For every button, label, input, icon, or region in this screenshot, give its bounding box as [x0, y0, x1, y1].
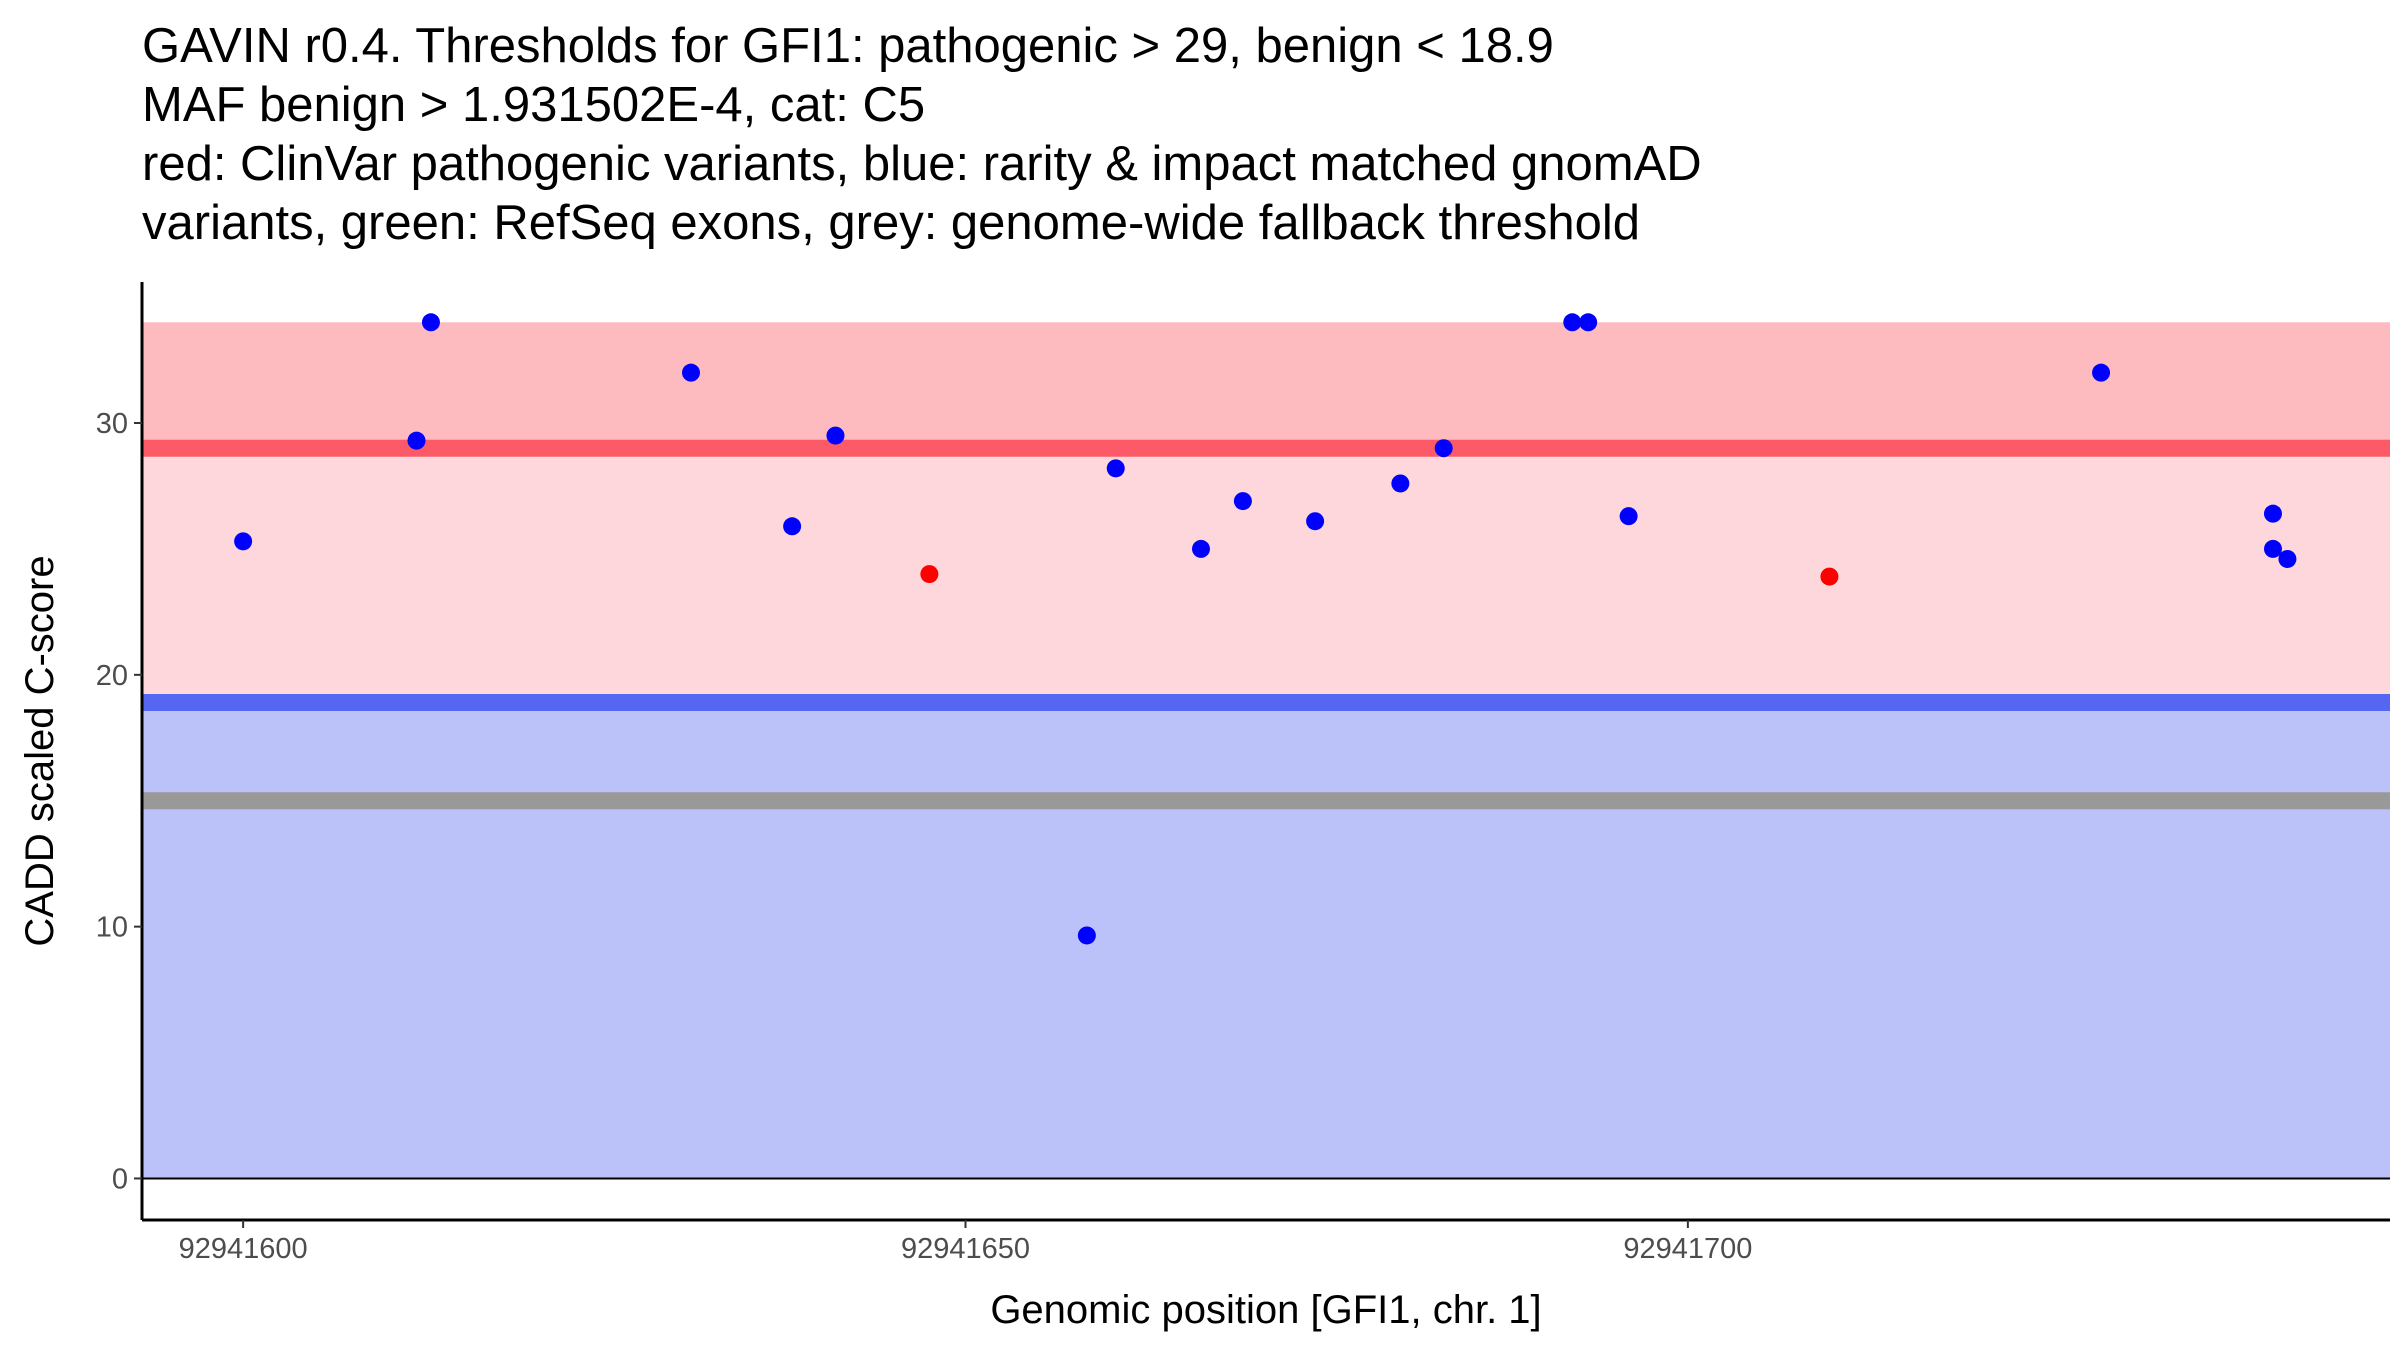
- pathogenic-zone-upper-band: [142, 322, 2390, 449]
- axes: 0 10 20 30 92941600 92941650 92941700: [96, 282, 2390, 1265]
- threshold-lines: [142, 439, 2390, 810]
- gnomad-point: [234, 532, 253, 551]
- gnomad-point: [1106, 459, 1125, 478]
- gnomad-point: [421, 313, 440, 332]
- gnomad-point: [1191, 539, 1210, 558]
- clinvar-point: [920, 565, 939, 584]
- gnomad-point: [1434, 439, 1453, 458]
- gnomad-point: [1563, 313, 1582, 332]
- gnomad-point: [1233, 492, 1252, 511]
- title-line-3: red: ClinVar pathogenic variants, blue: …: [142, 137, 1702, 191]
- y-tick-label: 20: [96, 660, 128, 692]
- gnomad-point: [783, 517, 802, 536]
- y-tick-label: 30: [96, 408, 128, 440]
- x-tick-label: 92941700: [1623, 1233, 1752, 1265]
- points: [234, 313, 2297, 945]
- gnomad-point: [1077, 926, 1096, 945]
- chart-title: GAVIN r0.4. Thresholds for GFI1: pathoge…: [142, 19, 1702, 250]
- gnomad-point: [2092, 363, 2111, 382]
- x-axis-label: Genomic position [GFI1, chr. 1]: [990, 1288, 1541, 1332]
- title-line-4: variants, green: RefSeq exons, grey: gen…: [142, 196, 1640, 250]
- y-axis-label: CADD scaled C-score: [18, 555, 62, 946]
- y-tick-label: 10: [96, 912, 128, 944]
- gnomad-point: [1306, 512, 1325, 531]
- gnomad-point: [1579, 313, 1598, 332]
- gnomad-point: [1391, 474, 1410, 493]
- gnomad-point: [681, 363, 700, 382]
- y-tick-label: 0: [112, 1163, 128, 1195]
- x-tick-label: 92941600: [179, 1233, 308, 1265]
- gnomad-point: [826, 426, 845, 445]
- pathogenic-zone-band: [142, 448, 2390, 703]
- bands: [142, 322, 2390, 1179]
- title-line-2: MAF benign > 1.931502E-4, cat: C5: [142, 78, 925, 132]
- gnomad-point: [2278, 549, 2297, 568]
- title-line-1: GAVIN r0.4. Thresholds for GFI1: pathoge…: [142, 19, 1554, 73]
- gnomad-point: [1619, 507, 1638, 526]
- gnomad-point: [2263, 504, 2282, 523]
- gnomad-point: [407, 431, 426, 450]
- x-tick-label: 92941650: [901, 1233, 1030, 1265]
- gnomad-point: [2263, 539, 2282, 558]
- clinvar-point: [1820, 567, 1839, 586]
- benign-zone-band: [142, 702, 2390, 1179]
